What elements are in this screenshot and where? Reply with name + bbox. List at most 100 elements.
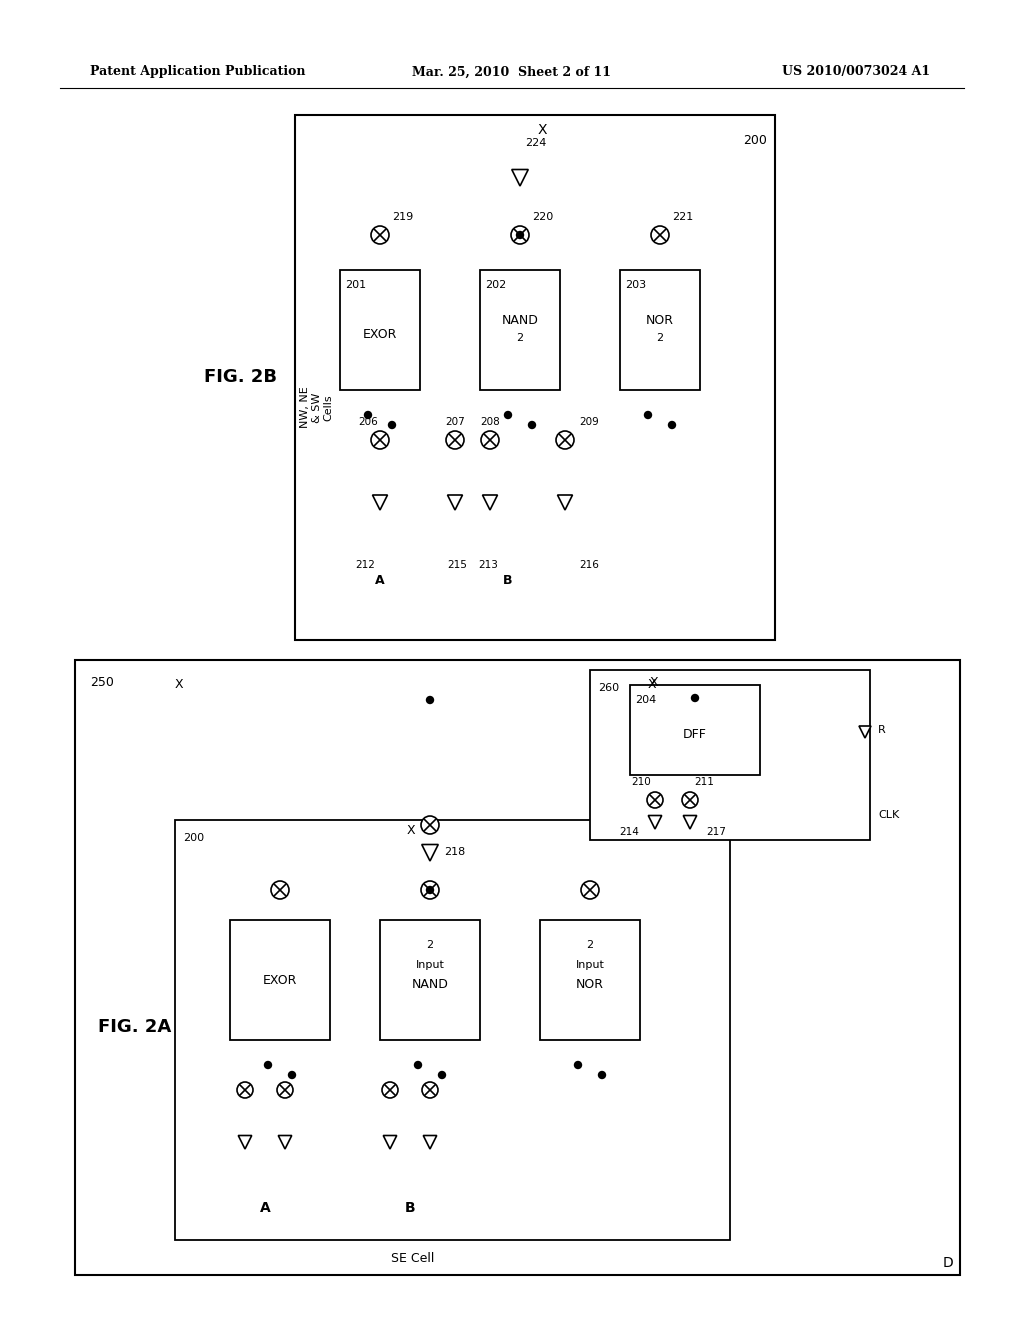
Text: FIG. 2A: FIG. 2A	[98, 1019, 172, 1036]
Text: X: X	[650, 676, 658, 689]
Text: SE Cell: SE Cell	[391, 1251, 434, 1265]
Bar	[175, 820, 730, 1239]
Text: FIG. 2B: FIG. 2B	[204, 368, 276, 387]
Polygon shape	[859, 726, 871, 738]
Text: 203: 203	[625, 280, 646, 290]
Circle shape	[278, 1082, 293, 1098]
Text: NAND: NAND	[412, 978, 449, 991]
Text: 215: 215	[447, 560, 467, 570]
Text: 213: 213	[478, 560, 498, 570]
Bar	[630, 685, 760, 775]
Text: D: D	[943, 1257, 953, 1270]
Circle shape	[438, 1072, 445, 1078]
Polygon shape	[512, 169, 528, 186]
Circle shape	[581, 880, 599, 899]
Text: 2: 2	[516, 333, 523, 343]
Text: 210: 210	[631, 777, 651, 787]
Text: 204: 204	[635, 696, 656, 705]
Text: 212: 212	[355, 560, 375, 570]
Circle shape	[421, 880, 439, 899]
Text: 220: 220	[532, 213, 553, 222]
Text: 206: 206	[358, 417, 378, 426]
Circle shape	[598, 1072, 605, 1078]
Text: 201: 201	[345, 280, 367, 290]
Polygon shape	[683, 816, 696, 829]
Circle shape	[651, 226, 669, 244]
Text: 209: 209	[579, 417, 599, 426]
Text: 260: 260	[598, 682, 620, 693]
Text: 221: 221	[672, 213, 693, 222]
Bar	[620, 271, 700, 389]
Circle shape	[421, 816, 439, 834]
Text: NOR: NOR	[646, 314, 674, 326]
Circle shape	[574, 1061, 582, 1068]
Text: 216: 216	[579, 560, 599, 570]
Polygon shape	[447, 495, 463, 510]
Polygon shape	[423, 1135, 437, 1148]
Polygon shape	[557, 495, 572, 510]
Circle shape	[388, 421, 395, 429]
Text: NW, NE
& SW
Cells: NW, NE & SW Cells	[300, 387, 334, 429]
Circle shape	[371, 226, 389, 244]
Text: EXOR: EXOR	[263, 974, 297, 986]
Text: X: X	[175, 678, 183, 692]
Circle shape	[647, 792, 663, 808]
Polygon shape	[422, 845, 438, 861]
Text: Mar. 25, 2010  Sheet 2 of 11: Mar. 25, 2010 Sheet 2 of 11	[413, 66, 611, 78]
Text: NOR: NOR	[575, 978, 604, 991]
Bar	[295, 115, 775, 640]
Circle shape	[446, 432, 464, 449]
Text: X: X	[407, 824, 415, 837]
Polygon shape	[239, 1135, 252, 1148]
Text: EXOR: EXOR	[362, 329, 397, 342]
Circle shape	[422, 1082, 438, 1098]
Circle shape	[371, 432, 389, 449]
Text: B: B	[404, 1201, 416, 1214]
Circle shape	[516, 231, 523, 239]
Bar	[230, 920, 330, 1040]
Circle shape	[682, 792, 698, 808]
Circle shape	[237, 1082, 253, 1098]
Bar	[380, 920, 480, 1040]
Text: 224: 224	[525, 139, 547, 148]
Text: 218: 218	[444, 847, 465, 857]
Circle shape	[556, 432, 574, 449]
Circle shape	[264, 1061, 271, 1068]
Polygon shape	[482, 495, 498, 510]
Text: Input: Input	[416, 960, 444, 970]
Text: A: A	[260, 1201, 270, 1214]
Circle shape	[528, 421, 536, 429]
Polygon shape	[383, 1135, 396, 1148]
Text: 219: 219	[392, 213, 414, 222]
Text: X: X	[648, 678, 656, 692]
Text: R: R	[878, 725, 886, 735]
Bar	[540, 920, 640, 1040]
Text: B: B	[503, 573, 513, 586]
Circle shape	[481, 432, 499, 449]
Text: 200: 200	[743, 133, 767, 147]
Text: 2: 2	[426, 940, 433, 950]
Text: NAND: NAND	[502, 314, 539, 326]
Text: DFF: DFF	[683, 729, 707, 742]
Text: Input: Input	[575, 960, 604, 970]
Circle shape	[644, 412, 651, 418]
Text: 208: 208	[480, 417, 500, 426]
Text: Patent Application Publication: Patent Application Publication	[90, 66, 305, 78]
Text: A: A	[375, 573, 385, 586]
Circle shape	[669, 421, 676, 429]
Circle shape	[511, 226, 529, 244]
Circle shape	[427, 887, 433, 894]
Text: X: X	[538, 123, 548, 137]
Text: 200: 200	[183, 833, 204, 843]
Circle shape	[365, 412, 372, 418]
Circle shape	[505, 412, 512, 418]
Text: 2: 2	[587, 940, 594, 950]
Polygon shape	[648, 816, 662, 829]
Text: 217: 217	[706, 828, 726, 837]
Circle shape	[415, 1061, 422, 1068]
Circle shape	[271, 880, 289, 899]
Text: 2: 2	[656, 333, 664, 343]
Text: 211: 211	[694, 777, 714, 787]
Bar	[75, 660, 961, 1275]
Bar	[590, 671, 870, 840]
